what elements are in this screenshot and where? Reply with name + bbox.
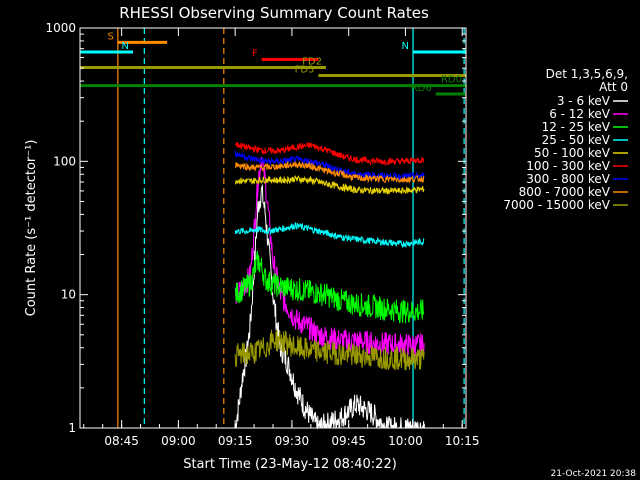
legend-header-line-1: Det 1,3,5,6,9, [546, 67, 628, 81]
x-axis-label: Start Time (23-May-12 08:40:22) [183, 457, 397, 472]
legend-label-0: 3 - 6 keV [557, 94, 611, 108]
legend-label-2: 12 - 25 keV [542, 120, 611, 134]
series-line-1 [234, 156, 425, 358]
y-tick-label-2: 100 [53, 154, 76, 168]
x-tick-label-5: 10:00 [388, 434, 423, 448]
flag-label-5: FD3 [295, 65, 315, 76]
x-tick-label-1: 09:00 [161, 434, 196, 448]
flag-label-4: FD2 [302, 57, 322, 68]
legend-label-4: 50 - 100 keV [534, 146, 611, 160]
x-tick-label-3: 09:30 [275, 434, 310, 448]
legend-label-1: 6 - 12 keV [549, 107, 611, 121]
legend-label-5: 100 - 300 keV [526, 159, 610, 173]
x-tick-label-6: 10:15 [445, 434, 480, 448]
flag-label-7: RD6 [411, 83, 432, 94]
flag-label-0: S [107, 31, 113, 42]
x-tick-label-4: 09:45 [331, 434, 366, 448]
x-tick-label-2: 09:15 [218, 434, 253, 448]
series-line-7 [234, 160, 425, 184]
legend-header-line-2: Att 0 [599, 80, 628, 94]
series-line-8 [234, 329, 425, 371]
flag-label-1: N [121, 41, 128, 52]
series-line-3 [234, 222, 425, 249]
flag-label-6: RD0 [441, 75, 462, 86]
legend-label-6: 300 - 800 keV [526, 172, 610, 186]
series-line-4 [234, 175, 425, 195]
y-axis-label: Count Rate (s⁻¹ detector⁻¹) [24, 140, 39, 317]
legend-label-7: 800 - 7000 keV [519, 185, 611, 199]
x-tick-label-0: 08:45 [104, 434, 139, 448]
y-tick-label-0: 1 [68, 421, 76, 435]
axes: 08:45 09:00 09:15 09:30 09:45 10:00 10:15 1 10 10… [45, 21, 479, 448]
chart-title: RHESSI Observing Summary Count Rates [119, 4, 429, 22]
series-group [234, 141, 425, 430]
y-tick-label-1: 10 [61, 288, 76, 302]
flag-label-2: N [402, 41, 409, 52]
series-line-5 [234, 141, 425, 166]
y-tick-label-3: 1000 [45, 21, 76, 35]
vertical-markers [117, 28, 465, 428]
legend-label-3: 25 - 50 keV [542, 133, 611, 147]
legend-label-8: 7000 - 15000 keV [503, 198, 610, 212]
footer-date: 21-Oct-2021 20:38 [551, 469, 637, 479]
series-line-2 [234, 250, 425, 324]
flag-label-3: F [252, 49, 258, 60]
